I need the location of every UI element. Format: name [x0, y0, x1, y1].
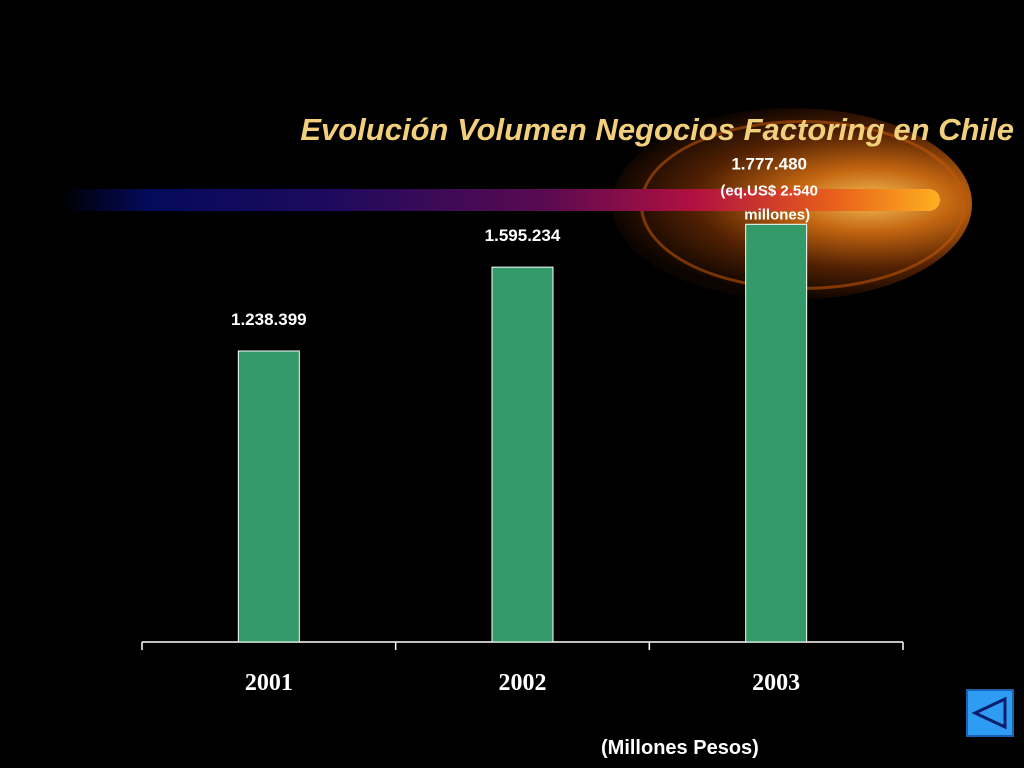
bar — [237, 350, 300, 643]
annotation-label: millones) — [744, 206, 810, 223]
units-note: (Millones Pesos) — [601, 737, 759, 759]
back-button[interactable] — [966, 689, 1014, 737]
x-tick-label: 2001 — [245, 670, 293, 696]
chart-title: Evolución Volumen Negocios Factoring en … — [300, 112, 1014, 147]
annotation-label: (eq.US$ 2.540 — [720, 182, 818, 199]
bar — [745, 223, 808, 643]
data-label: 1.777.480 — [731, 154, 807, 173]
triangle-left-icon — [971, 696, 1007, 730]
color-streak-decoration — [60, 189, 940, 211]
x-tick-label: 2002 — [499, 670, 547, 696]
data-label: 1.238.399 — [231, 310, 307, 329]
bar — [491, 266, 554, 643]
x-tick-label: 2003 — [752, 670, 800, 696]
data-label: 1.595.234 — [485, 226, 561, 245]
